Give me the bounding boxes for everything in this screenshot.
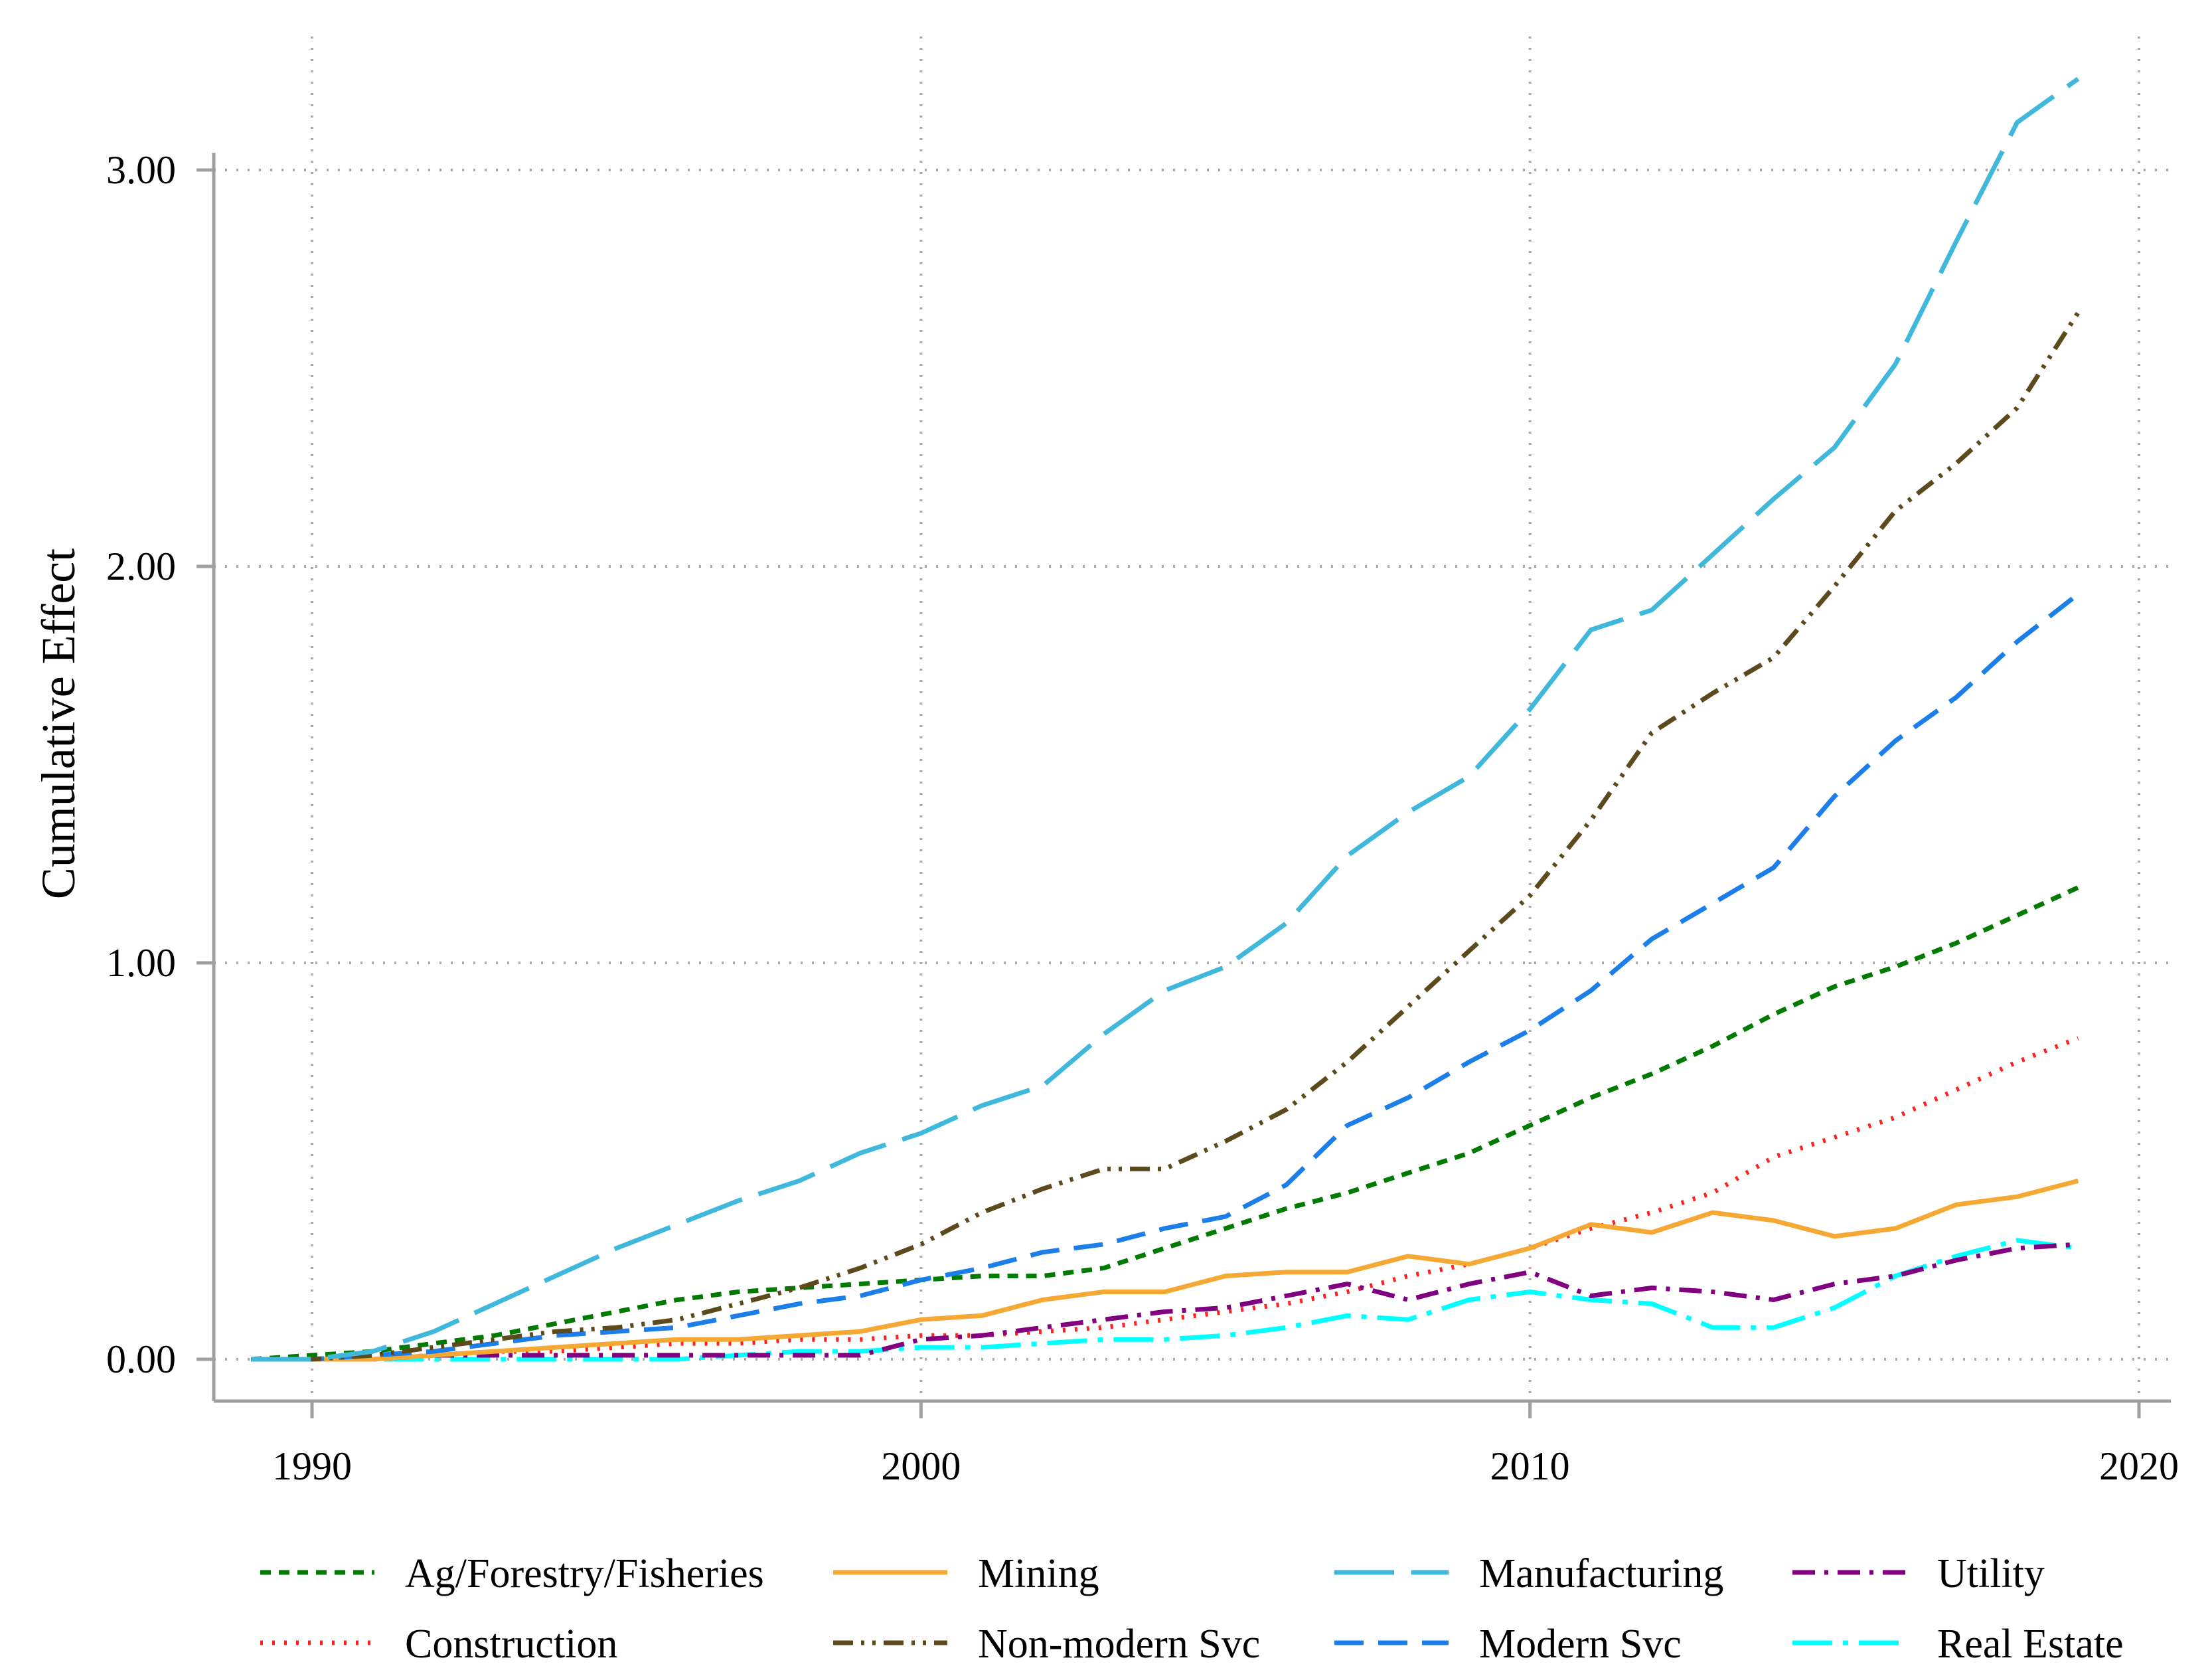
- y-tick-label: 0.00: [106, 1337, 176, 1381]
- legend-label-real-estate: Real Estate: [1937, 1622, 2124, 1667]
- legend-label-manufacturing: Manufacturing: [1479, 1551, 1723, 1596]
- y-tick-label: 3.00: [106, 148, 176, 192]
- series: [251, 76, 2081, 1362]
- legend-label-utility: Utility: [1937, 1551, 2045, 1596]
- legend: Ag/Forestry/Fisheries Mining Manufacturing…: [260, 1551, 2124, 1667]
- y-tick-label: 1.00: [106, 941, 176, 985]
- legend-label-modern-svc: Modern Svc: [1479, 1622, 1682, 1667]
- series-line-real-estate: [251, 1238, 2079, 1362]
- legend-label-construction: Construction: [405, 1622, 617, 1667]
- series-line-modern-svc: [251, 592, 2080, 1362]
- series-line-manufacturing: [251, 76, 2080, 1362]
- x-tick-label: 2000: [881, 1444, 961, 1488]
- series-line-utility: [251, 1242, 2079, 1362]
- legend-label-mining: Mining: [978, 1551, 1099, 1596]
- series-line-mining: [251, 1178, 2079, 1362]
- x-tick-label: 1990: [272, 1444, 352, 1488]
- x-tick-label: 2020: [2099, 1444, 2179, 1488]
- legend-label-non-modern-svc: Non-modern Svc: [978, 1622, 1260, 1667]
- y-tick-label: 2.00: [106, 545, 176, 588]
- y-axis-title: Cumulative Effect: [32, 548, 85, 900]
- x-tick-label: 2010: [1490, 1444, 1570, 1488]
- legend-label-ag-forestry-fisheries: Ag/Forestry/Fisheries: [405, 1551, 764, 1596]
- series-line-non-modern-svc: [251, 311, 2081, 1362]
- gridlines: [214, 37, 2171, 1401]
- ticks: 0.00 1.00 2.00 3.00 1990 2000 2010 2020: [106, 148, 2179, 1488]
- series-line-ag-forestry-fisheries: [251, 885, 2079, 1362]
- axes: [212, 153, 2171, 1403]
